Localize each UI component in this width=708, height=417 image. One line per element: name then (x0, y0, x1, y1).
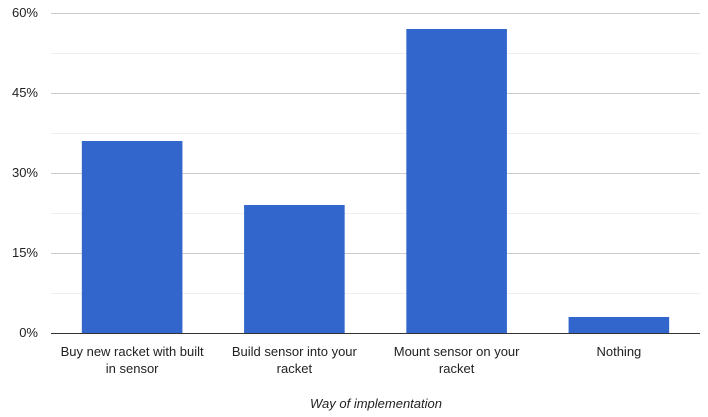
y-tick-label: 15% (12, 245, 38, 260)
bar (568, 317, 670, 333)
x-tick-label: Buy new racket with built in sensor (60, 344, 204, 376)
y-tick-label: 45% (12, 85, 38, 100)
x-axis-title: Way of implementation (310, 396, 442, 411)
x-tick-label: Nothing (596, 344, 642, 359)
bar (406, 29, 507, 333)
bar (244, 205, 345, 333)
x-tick-label: Mount sensor on your racket (393, 344, 520, 376)
y-tick-label: 60% (12, 5, 38, 20)
x-tick-label: Build sensor into your racket (231, 344, 357, 376)
y-tick-label: 30% (12, 165, 38, 180)
y-tick-label: 0% (19, 325, 38, 340)
bar (81, 141, 183, 333)
